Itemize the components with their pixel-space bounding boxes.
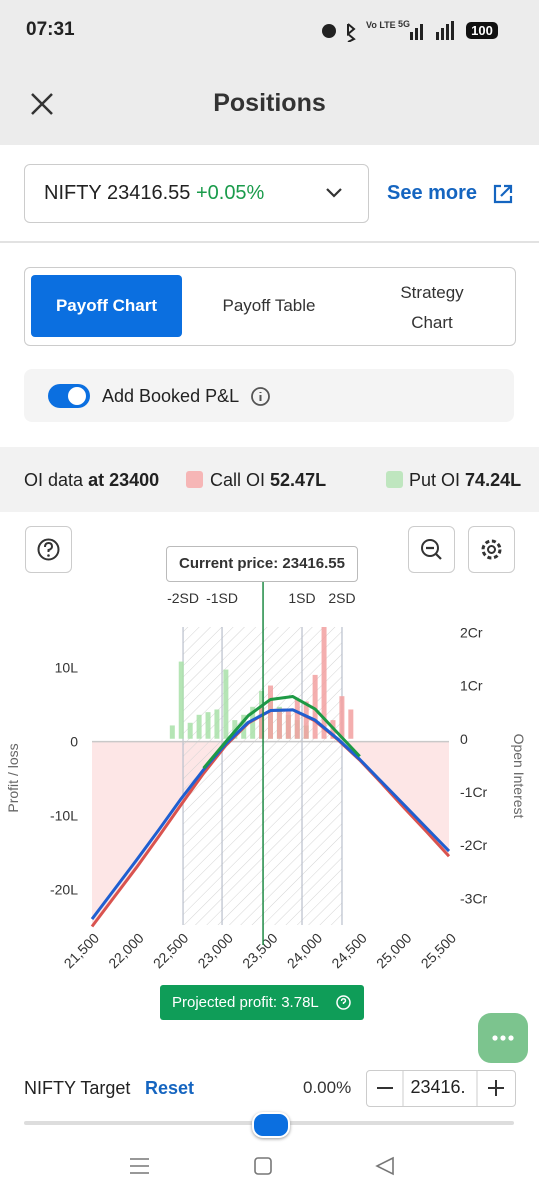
status-network: Vo LTE: [366, 20, 396, 30]
call-swatch: [186, 471, 203, 488]
payoff-line: [90, 708, 451, 920]
instrument-name: NIFTY 23416.55: [44, 182, 191, 204]
tab-active[interactable]: Payoff Chart: [31, 275, 182, 337]
y2-tick-label: -3Cr: [460, 890, 488, 906]
payoff-chart: -2SD -1SD 1SD 2SD 10L 0 -10L -20L 2Cr 1Cr 0 -1Cr -2C…: [5, 582, 527, 972]
sd-label: 1SD: [288, 590, 315, 606]
put-swatch: [386, 471, 403, 488]
status-signal: 5G: [398, 19, 411, 29]
y-tick-label: -10L: [50, 808, 78, 824]
y2-tick-label: 1Cr: [460, 678, 483, 694]
divider: [0, 241, 539, 243]
status-time: 07:31: [26, 19, 75, 40]
oi-bar: [339, 696, 345, 739]
sd-label: -1SD: [206, 590, 238, 606]
sd-label: -2SD: [167, 590, 199, 606]
oi-label: OI data at 23400: [24, 470, 159, 491]
oi-bar: [285, 709, 291, 739]
toggle-label: Add Booked P&L: [102, 386, 240, 406]
x-tick-label: 24,000: [284, 930, 326, 972]
oi-bar: [276, 712, 282, 739]
x-tick-label: 25,000: [373, 930, 415, 972]
call-oi-value: 52.47L: [270, 470, 327, 490]
instrument-label: NIFTY 23416.55 +0.05%: [44, 182, 264, 205]
toggle-switch[interactable]: [48, 384, 90, 408]
y-tick-label: -20L: [50, 882, 78, 898]
oi-data-label: OI data: [24, 470, 84, 490]
oi-bar: [250, 706, 256, 739]
oi-bar: [223, 669, 229, 739]
status-battery: 100: [466, 22, 498, 39]
put-oi-value: 74.24L: [465, 470, 522, 490]
oi-bar: [196, 714, 202, 739]
reset-link[interactable]: Reset: [145, 1078, 195, 1098]
call-oi: Call OI 52.47L: [210, 470, 326, 491]
instrument-selector[interactable]: [24, 164, 369, 223]
x-tick-label: 23,000: [194, 930, 236, 972]
loss-area: [92, 741, 449, 925]
help-button[interactable]: [25, 526, 72, 573]
put-oi: Put OI 74.24L: [409, 470, 521, 491]
top-area: [0, 0, 539, 145]
tab[interactable]: Payoff Table: [222, 296, 316, 315]
target-label: NIFTY Target: [24, 1078, 131, 1098]
stepper-buttons[interactable]: [366, 1070, 515, 1106]
oi-bar: [321, 627, 327, 739]
call-oi-label: Call OI: [210, 470, 266, 490]
projected-help-icon[interactable]: [335, 994, 352, 1011]
x-tick-label: 24,500: [328, 930, 370, 972]
oi-bar: [259, 706, 265, 739]
tab[interactable]: Strategy Chart: [400, 283, 464, 332]
oi-bar: [348, 709, 354, 739]
oi-bar: [205, 712, 211, 739]
put-oi-label: Put OI: [409, 470, 461, 490]
see-more-link[interactable]: See more: [387, 182, 478, 204]
y2-tick-label: 2Cr: [460, 624, 483, 640]
oi-bar: [214, 709, 220, 739]
nav-bar: [130, 1156, 394, 1176]
oi-bar: [178, 661, 184, 739]
instrument-change: +0.05%: [195, 182, 265, 204]
oi-bar: [312, 674, 318, 739]
x-tick-label: 25,500: [418, 930, 460, 972]
slider-thumb[interactable]: [252, 1112, 290, 1138]
status-icons: [322, 21, 454, 42]
x-tick-label: 21,500: [61, 930, 103, 972]
settings-button[interactable]: [468, 526, 515, 573]
target-change: 0.00%: [303, 1078, 352, 1097]
page-title: Positions: [213, 89, 326, 117]
chat-fab[interactable]: [478, 1013, 528, 1063]
payoff-line: [202, 695, 361, 770]
oi-bar: [169, 725, 175, 739]
x-tick-label: 22,500: [150, 930, 192, 972]
y-tick-label: 0: [70, 734, 78, 750]
oi-bar: [187, 722, 193, 739]
oi-bar: [303, 701, 309, 739]
y2-axis-label: Open Interest: [511, 734, 527, 819]
x-tick-label: 22,000: [105, 930, 147, 972]
projected-profit: Projected profit: 3.78L: [160, 985, 364, 1020]
y-axis-label: Profit / loss: [5, 743, 21, 812]
zoom-out-button[interactable]: [408, 526, 455, 573]
external-link-icon: [493, 184, 513, 204]
current-price-tooltip: Current price: 23416.55: [166, 546, 358, 582]
x-tick-label: 23,500: [239, 930, 281, 972]
close-button[interactable]: [30, 92, 54, 116]
target-input[interactable]: 23416.: [410, 1077, 466, 1097]
dropdown-chevron: [326, 188, 342, 198]
info-icon[interactable]: [250, 386, 271, 407]
y2-tick-label: -2Cr: [460, 837, 488, 853]
oi-row: [0, 447, 539, 512]
oi-bar: [294, 698, 300, 739]
oi-strike: at 23400: [88, 470, 160, 490]
y2-tick-label: -1Cr: [460, 784, 488, 800]
sd-label: 2SD: [328, 590, 355, 606]
y-tick-label: 10L: [55, 660, 79, 676]
y2-tick-label: 0: [460, 731, 468, 747]
